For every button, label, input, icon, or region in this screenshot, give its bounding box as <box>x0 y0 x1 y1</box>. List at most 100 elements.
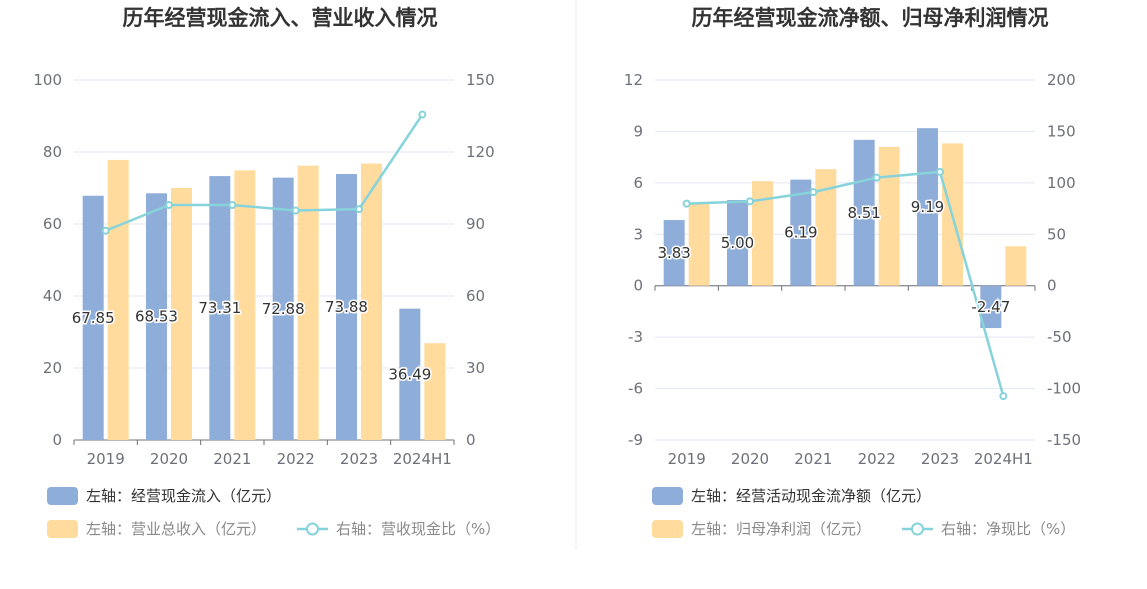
line-point <box>936 167 944 176</box>
bar-data-label: 36.49 <box>388 365 431 383</box>
line-point <box>746 197 754 206</box>
bar <box>399 308 421 440</box>
x-axis-tick: 2020 <box>150 450 188 468</box>
bar <box>146 193 167 440</box>
right-axis-tick: 30 <box>466 359 485 377</box>
bar <box>424 343 446 440</box>
left-axis-tick: 3 <box>633 225 643 243</box>
bar-data-label: -2.47 <box>971 298 1010 316</box>
bar <box>815 169 837 286</box>
right-axis-tick: 0 <box>466 431 476 449</box>
legend-label: 左轴：经营活动现金流净额（亿元） <box>691 487 931 505</box>
line-point <box>999 392 1008 401</box>
legend-marker <box>911 522 924 536</box>
bar <box>272 177 294 440</box>
bar <box>1005 246 1027 286</box>
bar <box>82 195 104 440</box>
line-point <box>682 199 691 208</box>
left-axis-tick: 0 <box>633 277 643 295</box>
line-point <box>872 173 881 182</box>
line-series <box>105 113 424 232</box>
legend-label: 右轴：营收现金比（%） <box>336 520 500 538</box>
x-axis-tick: 2021 <box>213 450 251 468</box>
line-point <box>355 205 363 214</box>
left-axis-tick: 80 <box>43 143 62 161</box>
chart-title: 历年经营现金流入、营业收入情况 <box>123 6 438 30</box>
line-point <box>228 201 237 210</box>
legend-marker <box>306 522 319 536</box>
left-axis-tick: 12 <box>624 71 643 89</box>
left-axis-tick: 100 <box>33 71 62 89</box>
right-axis-tick: 100 <box>1047 174 1076 192</box>
left-axis-tick: -3 <box>628 328 643 346</box>
bar-data-label: 6.19 <box>784 224 817 242</box>
bar-data-label: 67.85 <box>72 309 115 327</box>
legend-label: 左轴：经营现金流入（亿元） <box>86 487 281 505</box>
right-axis-tick: 200 <box>1047 71 1076 89</box>
x-axis-tick: 2023 <box>340 450 378 468</box>
right-axis-tick: -150 <box>1047 431 1081 449</box>
bar <box>853 139 875 286</box>
left-axis-tick: 40 <box>43 287 62 305</box>
bar <box>752 181 773 286</box>
right-axis-tick: 60 <box>466 287 485 305</box>
net-cash-flow-profit-chart: 历年经营现金流净额、归母净利润情况 12 200 9 150 6 100 3 50 0 0 -3 -50… <box>624 6 1081 538</box>
bar <box>917 128 938 286</box>
left-axis-tick: 20 <box>43 359 62 377</box>
bar-data-label: 9.19 <box>911 198 944 216</box>
bar <box>361 163 382 440</box>
x-axis-tick: 2022 <box>858 450 896 468</box>
left-axis-tick: 6 <box>633 174 643 192</box>
right-axis-tick: 150 <box>1047 122 1076 140</box>
bar <box>297 165 319 440</box>
left-axis-tick: -9 <box>628 431 643 449</box>
right-axis-tick: 150 <box>466 71 495 89</box>
legend-label: 左轴：营业总收入（亿元） <box>86 520 266 538</box>
legend-label: 左轴：归母净利润（亿元） <box>691 520 871 538</box>
right-axis-tick: 90 <box>466 215 485 233</box>
line-point <box>809 188 818 197</box>
bar-data-label: 73.88 <box>325 298 368 316</box>
left-axis-tick: 60 <box>43 215 62 233</box>
right-axis-tick: 0 <box>1047 277 1057 295</box>
left-axis-tick: 9 <box>633 122 643 140</box>
right-axis-tick: 120 <box>466 143 495 161</box>
x-axis-tick: 2020 <box>731 450 769 468</box>
bar-data-label: 72.88 <box>262 300 305 318</box>
line-point <box>165 201 173 210</box>
bar <box>878 146 900 286</box>
left-axis-tick: 0 <box>52 431 62 449</box>
line-point <box>291 206 300 215</box>
bar <box>663 220 685 286</box>
bar <box>980 285 1002 329</box>
x-axis-tick: 2022 <box>277 450 315 468</box>
bar <box>209 176 231 441</box>
bar-data-label: 73.31 <box>198 299 241 317</box>
bar-data-label: 5.00 <box>721 234 754 252</box>
line-point <box>418 110 427 119</box>
x-axis-tick: 2019 <box>668 450 706 468</box>
bar-data-label: 3.83 <box>657 244 690 262</box>
chart-title: 历年经营现金流净额、归母净利润情况 <box>692 6 1049 30</box>
left-axis-tick: -6 <box>628 380 643 398</box>
line-point <box>101 226 110 235</box>
line-series <box>686 170 1005 397</box>
bar <box>727 200 748 286</box>
right-axis-tick: -50 <box>1047 328 1072 346</box>
legend-swatch <box>47 520 78 538</box>
x-axis-tick: 2024H1 <box>393 450 452 468</box>
bar <box>336 174 357 441</box>
bar <box>790 179 812 286</box>
cash-inflow-revenue-chart: 历年经营现金流入、营业收入情况 100 150 80 120 60 90 40 60 20 30 0 0… <box>33 6 500 538</box>
bar <box>234 170 256 441</box>
x-axis-tick: 2021 <box>794 450 832 468</box>
legend-swatch <box>652 487 683 505</box>
legend-swatch <box>47 487 78 505</box>
bar <box>107 159 129 441</box>
bar-data-label: 68.53 <box>135 308 178 326</box>
bar <box>171 188 192 440</box>
legend-label: 右轴：净现比（%） <box>941 520 1075 538</box>
x-axis-tick: 2019 <box>87 450 125 468</box>
